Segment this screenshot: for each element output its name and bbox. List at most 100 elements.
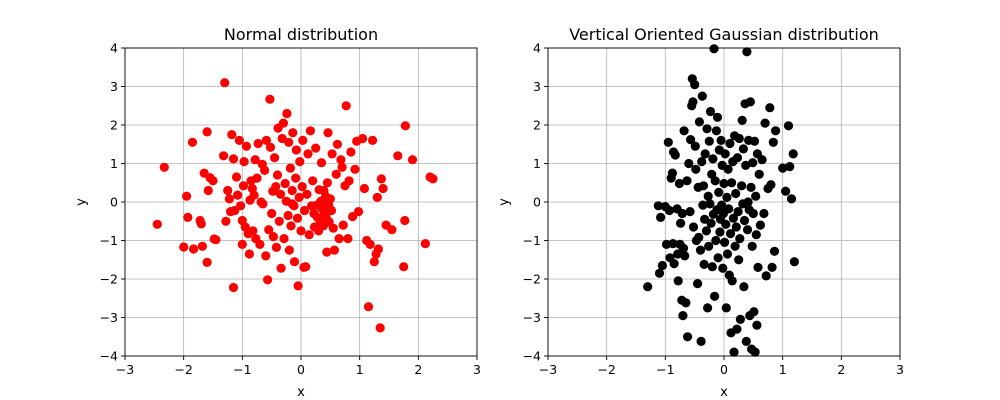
data-point xyxy=(696,336,706,346)
data-point xyxy=(723,164,733,174)
data-point xyxy=(731,188,741,199)
data-point xyxy=(237,239,247,249)
data-point xyxy=(189,244,199,254)
data-point xyxy=(238,181,249,191)
x-tick-label: 2 xyxy=(837,362,845,377)
data-points xyxy=(643,44,800,357)
data-point xyxy=(704,241,714,251)
data-point xyxy=(688,222,699,232)
y-tick-label: 1 xyxy=(533,156,541,171)
x-tick-label: −1 xyxy=(656,362,674,377)
data-point xyxy=(781,186,791,196)
data-point xyxy=(699,259,709,269)
data-point xyxy=(323,128,333,138)
data-point xyxy=(220,78,230,88)
data-point xyxy=(751,230,761,240)
data-point xyxy=(287,199,297,209)
y-tick-label: −3 xyxy=(100,310,118,325)
data-point xyxy=(710,291,720,301)
data-point xyxy=(697,91,707,101)
data-point xyxy=(308,176,318,186)
y-tick-label: −4 xyxy=(523,349,541,364)
data-point xyxy=(711,235,721,246)
data-point xyxy=(276,263,286,273)
data-point xyxy=(287,185,297,196)
data-point xyxy=(271,182,281,192)
data-point xyxy=(765,103,775,113)
data-point xyxy=(224,194,234,204)
data-point xyxy=(716,135,726,145)
data-point xyxy=(343,234,353,244)
data-point xyxy=(322,178,332,188)
data-point xyxy=(766,180,776,190)
data-point xyxy=(369,257,379,267)
x-tick-label: 1 xyxy=(356,362,364,377)
data-point xyxy=(719,178,729,189)
data-point xyxy=(346,147,356,157)
data-point xyxy=(375,323,385,333)
data-point xyxy=(275,189,286,199)
x-tick-label: 0 xyxy=(297,362,305,377)
data-point xyxy=(329,245,339,255)
data-point xyxy=(326,205,337,216)
data-point xyxy=(297,182,307,192)
data-point xyxy=(332,139,342,149)
data-point xyxy=(279,234,289,244)
x-axis-label: x xyxy=(720,385,728,400)
data-point xyxy=(327,149,337,159)
data-point xyxy=(271,242,281,252)
data-point xyxy=(387,225,397,235)
chart-title: Normal distribution xyxy=(224,25,378,44)
data-point xyxy=(331,169,341,179)
data-point xyxy=(712,112,723,122)
data-point xyxy=(669,259,679,269)
data-point xyxy=(706,218,716,228)
data-point xyxy=(725,229,736,239)
data-point xyxy=(231,172,242,182)
data-point xyxy=(228,282,239,293)
y-axis-label: y xyxy=(497,198,512,206)
data-point xyxy=(673,276,683,286)
data-point xyxy=(299,205,310,216)
data-point xyxy=(265,94,275,104)
y-tick-label: 0 xyxy=(533,195,541,210)
data-point xyxy=(337,162,347,172)
data-point xyxy=(228,154,239,164)
data-point xyxy=(325,194,335,204)
data-point xyxy=(715,227,725,237)
data-point xyxy=(265,142,276,152)
data-point xyxy=(407,155,418,165)
data-point xyxy=(187,137,198,147)
data-point xyxy=(727,276,737,286)
x-tick-label: 0 xyxy=(720,362,728,377)
data-point xyxy=(294,192,304,202)
data-point xyxy=(742,225,753,235)
data-point xyxy=(709,44,719,54)
data-point xyxy=(302,189,312,199)
data-point xyxy=(373,244,383,254)
data-point xyxy=(654,268,665,278)
data-point xyxy=(291,145,301,155)
data-point xyxy=(679,126,689,136)
data-point xyxy=(788,149,798,159)
y-tick-label: 2 xyxy=(533,118,541,133)
data-point xyxy=(711,126,722,136)
data-point xyxy=(686,135,696,145)
data-point xyxy=(737,181,747,191)
data-point xyxy=(751,191,761,201)
data-point xyxy=(223,185,233,196)
x-axis-label: x xyxy=(297,385,305,400)
y-tick-label: −4 xyxy=(100,349,118,364)
data-point xyxy=(724,204,734,214)
data-point xyxy=(250,155,260,165)
data-point xyxy=(785,162,795,172)
data-point xyxy=(363,302,374,312)
data-point xyxy=(691,164,701,174)
data-point xyxy=(746,182,756,192)
data-point xyxy=(267,208,277,219)
data-point xyxy=(731,222,741,232)
data-point xyxy=(698,181,709,191)
data-point xyxy=(728,213,739,223)
y-tick-label: 2 xyxy=(110,118,118,133)
data-point xyxy=(334,234,344,244)
